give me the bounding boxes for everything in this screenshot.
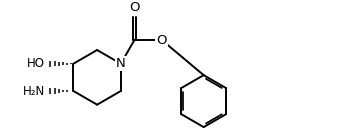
Text: H₂N: H₂N <box>22 85 45 98</box>
Text: HO: HO <box>27 57 45 70</box>
Text: O: O <box>129 1 140 14</box>
Text: O: O <box>156 33 167 46</box>
Text: N: N <box>116 57 126 70</box>
